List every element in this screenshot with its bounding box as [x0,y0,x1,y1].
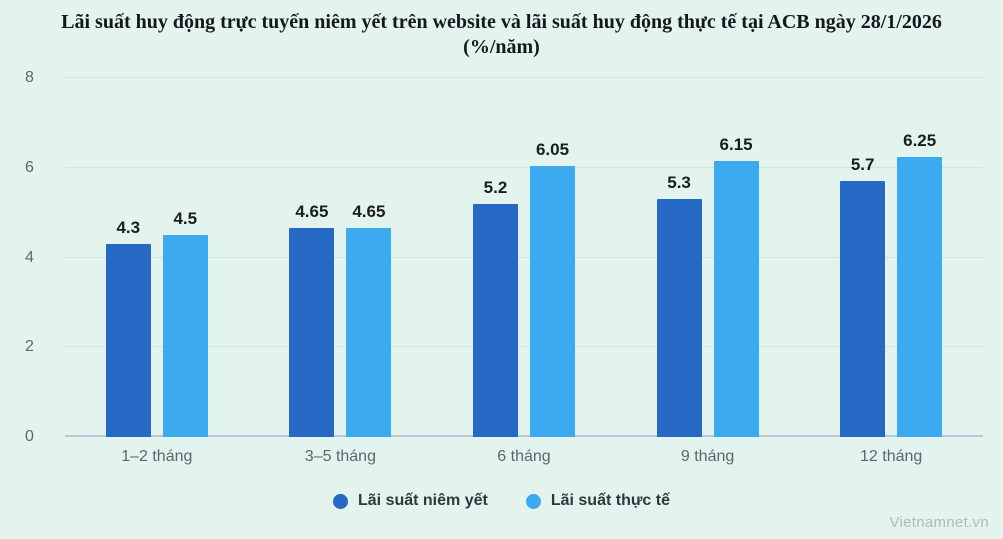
y-tick-label: 6 [25,158,34,176]
bar: 4.3 [105,218,151,437]
legend-item: Lãi suất niêm yết [333,492,488,510]
bar: 5.2 [472,178,518,437]
x-tick-label: 1–2 tháng [121,448,193,465]
bar-value-label: 4.65 [295,202,329,222]
x-axis-labels: 1–2 tháng 3–5 tháng 6 tháng 9 tháng 12 tháng [65,448,983,466]
bar-value-label: 6.25 [903,130,937,150]
x-tick-label: 3–5 tháng [304,448,376,465]
bar: 4.65 [289,202,335,437]
x-axis-line [65,435,983,437]
y-tick-label: 2 [25,338,34,356]
chart-title: Lãi suất huy động trực tuyến niêm yết tr… [61,11,942,58]
bar-value-label: 4.65 [352,202,386,222]
y-tick-label: 8 [25,69,34,86]
bar-value-label: 5.2 [483,177,508,197]
bar: 5.3 [656,173,702,437]
bar-group: 5.3 6.15 [616,78,800,437]
bar-value-label: 4.3 [116,218,141,238]
bar: 6.25 [897,131,943,437]
x-tick-label: 12 tháng [860,448,923,465]
gridline [65,166,983,168]
legend: Lãi suất niêm yết Lãi suất thực tế [0,492,1003,510]
legend-marker-icon [333,493,348,509]
bar-group: 4.3 4.5 [65,78,249,437]
watermark: Vietnamnet.vn [889,514,989,531]
x-tick-label: 6 tháng [497,448,551,465]
y-tick-label: 0 [25,428,34,445]
bar-value-label: 5.3 [667,173,691,193]
legend-marker-icon [525,493,541,509]
bar: 6.15 [713,135,759,437]
bar-group: 5.7 6.25 [799,78,983,437]
bar-value-label: 6.15 [719,135,753,155]
bar: 4.5 [162,209,208,437]
gridline [65,346,983,348]
plot-area: 0 2 4 6 8 4.3 4.5 4.65 4.65 5.2 6.05 5.3 6.15 5.7 6.2… [25,69,983,445]
legend-label: Lãi suất niêm yết [358,492,488,509]
bar-group: 5.2 6.05 [432,78,616,437]
bar: 6.05 [529,140,575,437]
bars-layer: 4.3 4.5 4.65 4.65 5.2 6.05 5.3 6.15 5.7 6.25 [65,78,983,437]
bar: 5.7 [840,155,886,437]
bar-value-label: 6.05 [535,139,570,159]
gridline [65,77,983,78]
legend-label: Lãi suất thực tế [550,492,670,509]
legend-item: Lãi suất thực tế [525,492,670,510]
bar-group: 4.65 4.65 [249,78,433,437]
y-tick-label: 4 [25,248,34,266]
gridline [65,256,983,258]
bar-value-label: 4.5 [173,209,198,229]
x-tick-label: 9 tháng [680,448,735,465]
bar-value-label: 5.7 [850,155,875,175]
bar: 4.65 [346,202,392,437]
